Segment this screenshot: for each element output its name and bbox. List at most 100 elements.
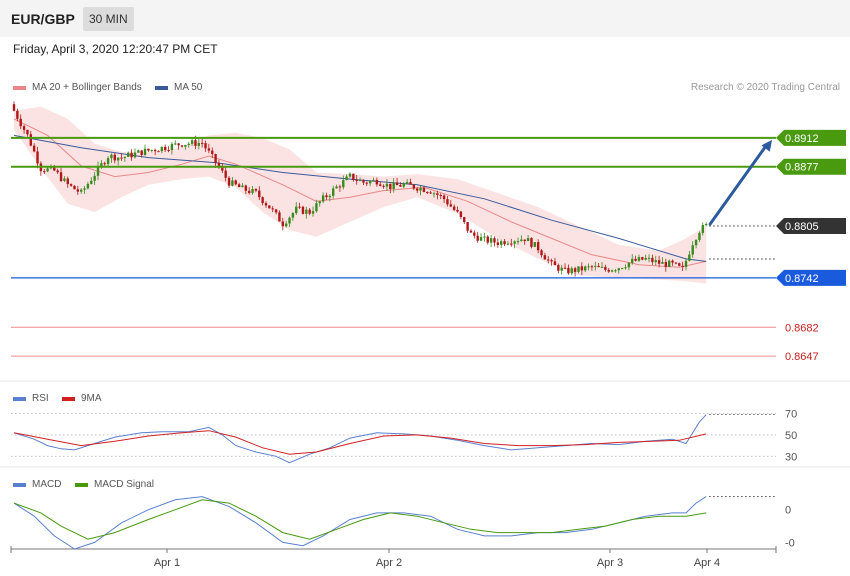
candle bbox=[251, 189, 254, 193]
candle bbox=[184, 144, 187, 147]
candle bbox=[200, 142, 204, 144]
candle bbox=[217, 163, 221, 168]
macd-tick: -0 bbox=[785, 537, 795, 549]
rsi-tick-70: 70 bbox=[785, 409, 797, 421]
candle bbox=[264, 203, 268, 206]
candle bbox=[325, 195, 328, 198]
candle bbox=[261, 197, 264, 204]
candle bbox=[16, 110, 19, 119]
candle bbox=[170, 143, 174, 151]
candle bbox=[567, 267, 570, 274]
candle bbox=[248, 190, 251, 193]
candle bbox=[664, 261, 668, 267]
candle bbox=[684, 260, 688, 268]
candle bbox=[489, 238, 493, 243]
candle bbox=[523, 239, 526, 242]
candle bbox=[100, 163, 103, 167]
candle bbox=[56, 170, 59, 173]
resistance-1-label: 0.8877 bbox=[785, 162, 819, 174]
candle bbox=[372, 179, 375, 182]
candle bbox=[46, 168, 49, 172]
candle bbox=[348, 173, 352, 177]
candle bbox=[698, 232, 701, 240]
projection-arrowhead bbox=[761, 139, 772, 152]
candle bbox=[143, 148, 147, 155]
candle bbox=[355, 179, 358, 181]
macd-tick: 0 bbox=[785, 505, 791, 517]
candle bbox=[678, 263, 681, 266]
candle bbox=[540, 250, 543, 256]
candle bbox=[177, 143, 180, 146]
candle bbox=[130, 152, 133, 158]
candle bbox=[479, 237, 483, 241]
candle bbox=[137, 150, 140, 153]
candle bbox=[516, 241, 520, 243]
candle bbox=[335, 186, 338, 189]
candle bbox=[533, 242, 536, 247]
candle bbox=[106, 158, 110, 165]
candle bbox=[358, 180, 362, 182]
timeframe-button[interactable]: 30 MIN bbox=[83, 7, 134, 31]
candle bbox=[580, 266, 584, 271]
candle bbox=[237, 184, 241, 188]
candle bbox=[426, 191, 429, 193]
candle bbox=[278, 212, 281, 222]
ma50-line bbox=[13, 134, 707, 262]
candle bbox=[288, 217, 291, 224]
candle bbox=[150, 149, 153, 151]
candle bbox=[66, 178, 69, 185]
candle bbox=[604, 266, 607, 270]
candle bbox=[577, 266, 580, 272]
candle bbox=[594, 265, 597, 267]
current-price-tag bbox=[776, 218, 846, 234]
candle bbox=[345, 176, 348, 181]
legend-macd-signal-swatch bbox=[75, 483, 88, 487]
chart-header: EUR/GBP 30 MIN bbox=[0, 0, 850, 36]
chart-datetime: Friday, April 3, 2020 12:20:47 PM CET bbox=[13, 42, 218, 56]
candle bbox=[29, 134, 32, 146]
candle bbox=[93, 175, 96, 181]
candle bbox=[412, 184, 416, 189]
resistance-2-label: 0.8912 bbox=[785, 133, 819, 145]
candle bbox=[634, 258, 637, 261]
candle bbox=[405, 182, 409, 184]
candle bbox=[610, 270, 614, 272]
candle bbox=[402, 183, 405, 187]
candle bbox=[584, 266, 587, 271]
candle bbox=[36, 151, 39, 164]
candle bbox=[204, 143, 207, 149]
candle bbox=[318, 201, 321, 204]
legend-macd: MACD bbox=[32, 479, 61, 490]
candle bbox=[392, 182, 395, 189]
legend-rsi-ma-swatch bbox=[62, 397, 75, 401]
candle bbox=[127, 152, 130, 157]
candle bbox=[526, 238, 530, 242]
candle bbox=[164, 146, 167, 150]
candle bbox=[96, 166, 100, 176]
candle bbox=[681, 265, 684, 268]
candle bbox=[174, 143, 177, 145]
candle bbox=[587, 266, 590, 268]
candle bbox=[624, 267, 627, 269]
candle bbox=[123, 156, 127, 158]
candle bbox=[416, 188, 419, 191]
candle bbox=[338, 186, 342, 188]
rsi-line bbox=[13, 414, 707, 464]
candle bbox=[311, 211, 315, 214]
candle bbox=[409, 182, 412, 185]
candle bbox=[466, 222, 469, 231]
candle bbox=[553, 261, 557, 266]
support-1-label: 0.8742 bbox=[785, 273, 819, 285]
candle bbox=[281, 221, 284, 227]
rsi-tick-50: 50 bbox=[785, 430, 797, 442]
candle bbox=[661, 261, 664, 264]
candle bbox=[110, 154, 113, 159]
candle bbox=[160, 146, 164, 152]
candle bbox=[691, 245, 694, 255]
candle bbox=[469, 230, 473, 233]
candle bbox=[254, 189, 258, 191]
legend-macd-swatch bbox=[13, 483, 26, 487]
macd-line bbox=[13, 496, 707, 550]
candle bbox=[231, 180, 234, 186]
candle bbox=[637, 257, 641, 261]
